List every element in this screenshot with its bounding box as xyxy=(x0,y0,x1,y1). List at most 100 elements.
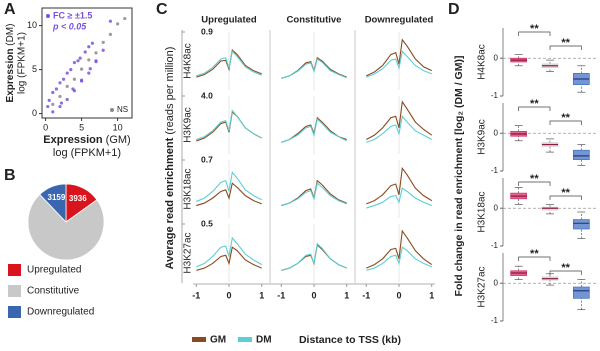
significance-bracket xyxy=(518,106,551,111)
legend-swatch xyxy=(8,306,21,318)
profile-line xyxy=(281,118,347,143)
y-tick-label: 0.5 xyxy=(201,218,213,228)
point xyxy=(62,77,66,81)
point xyxy=(65,84,69,88)
row-label: H3K27ac xyxy=(477,266,488,307)
row-label: H3K9ac xyxy=(183,107,194,143)
profile-line xyxy=(196,50,262,77)
legend-marker xyxy=(46,14,50,18)
legend-label: Constitutive xyxy=(27,286,80,297)
row-label: H3K18ac xyxy=(477,191,488,232)
y-tick-label: 10 xyxy=(27,20,37,30)
legend-swatch xyxy=(192,337,206,342)
point xyxy=(51,90,55,95)
y-axis-unit: log (FPKM+1) xyxy=(17,32,28,94)
point xyxy=(65,71,69,75)
point xyxy=(59,101,64,105)
x-axis-label: Distance to TSS (kb) xyxy=(299,334,401,346)
profile-line xyxy=(196,48,262,78)
significance-label: ** xyxy=(530,98,539,110)
point xyxy=(108,32,112,37)
box xyxy=(572,286,590,299)
point xyxy=(90,41,94,45)
column-title: Constitutive xyxy=(287,15,342,26)
legend-swatch xyxy=(8,264,21,276)
profile-line xyxy=(366,246,432,271)
point xyxy=(123,16,127,21)
profile-line xyxy=(366,115,432,143)
y-tick-label: 0 xyxy=(32,108,37,118)
x-tick-label: 5 xyxy=(79,122,84,132)
y-axis-unit: (reads per million) xyxy=(164,47,176,135)
significance-label: ** xyxy=(530,173,539,185)
significance-bracket xyxy=(518,31,551,36)
significance-label: ** xyxy=(530,23,539,35)
y-axis-label: Expression (DM) xyxy=(5,24,16,103)
point xyxy=(116,22,120,26)
significance-bracket xyxy=(518,256,551,261)
column-title: Downregulated xyxy=(365,15,434,26)
y-tick-label: 0.9 xyxy=(201,26,213,36)
point xyxy=(94,51,98,55)
y-tick-label: 4.0 xyxy=(201,90,213,100)
profile-line xyxy=(196,182,262,207)
point xyxy=(80,78,84,82)
significance-label: ** xyxy=(530,248,539,260)
point xyxy=(69,68,73,72)
x-tick-label: -1 xyxy=(192,290,200,300)
significance-label: ** xyxy=(561,37,570,49)
significance-bracket xyxy=(549,270,582,275)
profile-line xyxy=(366,229,433,269)
point xyxy=(78,56,82,60)
panel-letter: D xyxy=(448,1,460,18)
y-tick-label: 0 xyxy=(494,203,499,212)
x-tick-label: 0 xyxy=(43,122,48,132)
point xyxy=(108,19,112,23)
y-tick-label: 0 xyxy=(494,128,499,137)
y-tick-label: 0.7 xyxy=(201,154,213,164)
legend-label: Downregulated xyxy=(27,307,94,318)
pie-slice xyxy=(27,193,105,261)
point xyxy=(101,48,105,52)
legend-label: NS xyxy=(117,105,128,114)
legend-label: DM xyxy=(256,335,272,346)
point xyxy=(80,67,84,71)
point xyxy=(46,104,50,109)
y-axis-title: Average read enrichment xyxy=(164,137,176,269)
x-tick-label: 10 xyxy=(113,122,123,132)
point xyxy=(94,59,98,63)
x-axis-qualifier: (GM) xyxy=(106,134,131,146)
slice-label: 3159 xyxy=(48,193,66,202)
significance-label: ** xyxy=(561,262,570,274)
legend-label: GM xyxy=(210,335,226,346)
point xyxy=(51,102,55,106)
x-tick-label: 1 xyxy=(259,290,264,300)
point xyxy=(87,58,91,62)
profile-line xyxy=(366,38,432,77)
y-axis-label: Fold change in read enrichment [log₂ (DM… xyxy=(453,56,465,297)
profile-line xyxy=(366,166,433,205)
profile-line xyxy=(366,100,433,140)
point xyxy=(71,87,75,91)
legend-marker xyxy=(110,108,114,112)
y-tick-label: 0 xyxy=(494,53,499,62)
y-tick-label: 0 xyxy=(494,278,499,287)
y-tick-label: -1 xyxy=(491,91,499,100)
legend-swatch xyxy=(238,337,252,342)
row-label: H3K27ac xyxy=(183,232,194,273)
legend-swatch xyxy=(8,285,21,297)
y-axis-title: Expression xyxy=(5,49,16,103)
profile-line xyxy=(196,246,262,271)
legend-label: p < 0.05 xyxy=(52,21,87,31)
significance-label: ** xyxy=(561,187,570,199)
point xyxy=(72,60,76,65)
significance-label: ** xyxy=(561,112,570,124)
x-axis-label: Expression (GM) xyxy=(43,134,130,146)
significance-bracket xyxy=(549,45,582,50)
profile-line xyxy=(196,171,262,202)
legend-label: Upregulated xyxy=(27,265,81,276)
x-tick-label: -1 xyxy=(362,290,370,300)
panel-letter: B xyxy=(4,167,16,184)
x-tick-label: 0 xyxy=(226,290,231,300)
plot-frame xyxy=(41,7,133,119)
